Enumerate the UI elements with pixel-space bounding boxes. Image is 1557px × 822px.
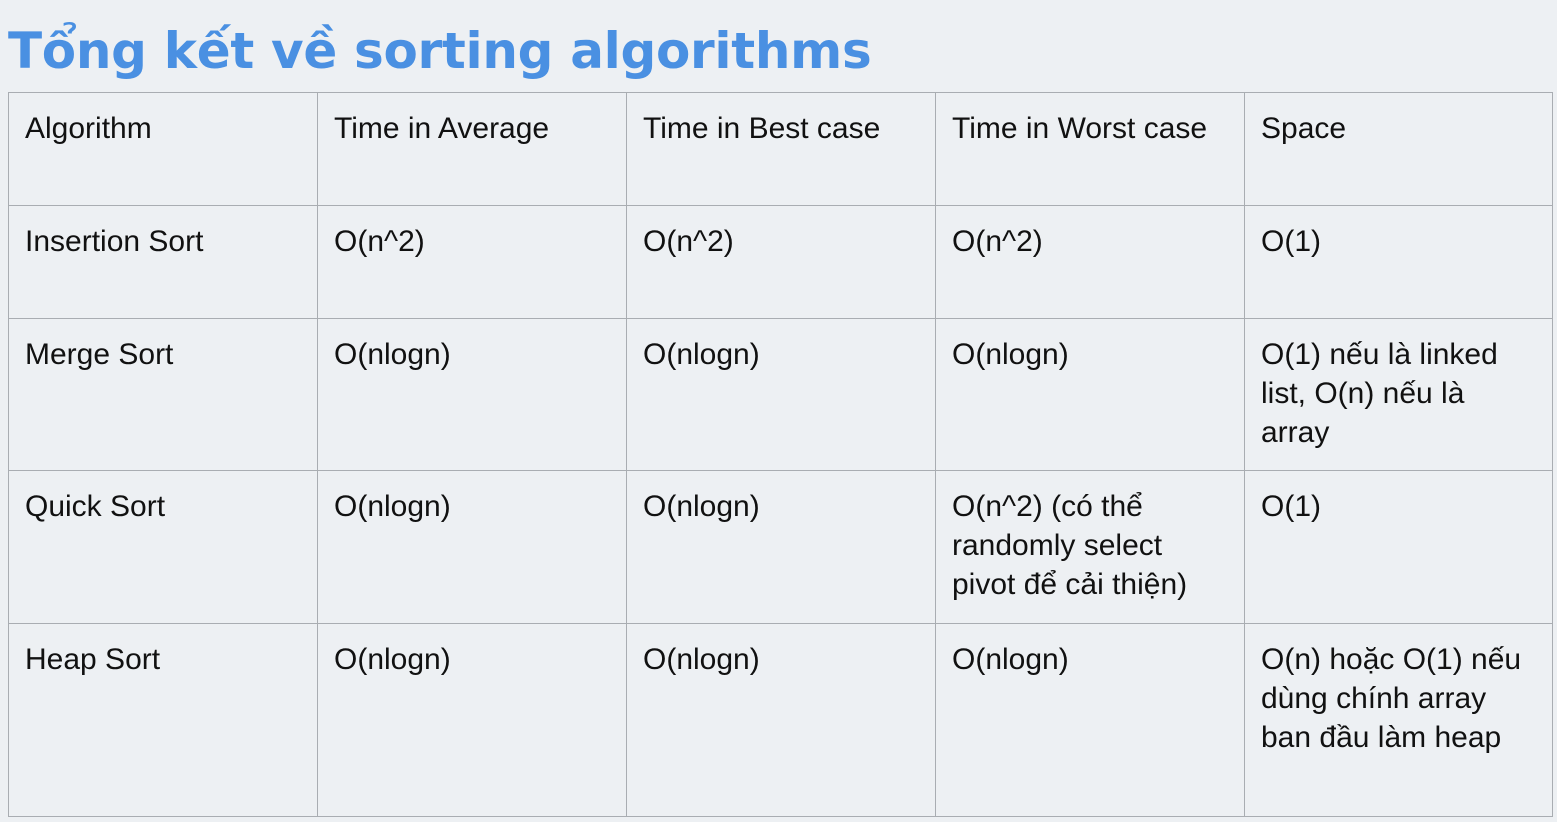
table-cell: O(nlogn): [626, 318, 936, 471]
table-cell: O(1): [1244, 470, 1553, 624]
table-cell: Heap Sort: [8, 623, 318, 817]
table-row: Quick Sort O(nlogn) O(nlogn) O(n^2) (có …: [8, 470, 1553, 624]
table-cell: O(1): [1244, 205, 1553, 319]
table-header-row: Algorithm Time in Average Time in Best c…: [8, 92, 1553, 206]
table-row: Merge Sort O(nlogn) O(nlogn) O(nlogn) O(…: [8, 318, 1553, 471]
table-cell: O(n^2): [935, 205, 1245, 319]
header-cell-algorithm: Algorithm: [8, 92, 318, 206]
table-cell: O(nlogn): [935, 623, 1245, 817]
slide-title: Tổng kết về sorting algorithms: [8, 22, 872, 80]
table-cell: O(nlogn): [935, 318, 1245, 471]
header-cell-space: Space: [1244, 92, 1553, 206]
table-cell: O(nlogn): [317, 623, 627, 817]
table-cell: O(n^2): [317, 205, 627, 319]
table-cell: O(n^2) (có thể randomly select pivot để …: [935, 470, 1245, 624]
table-cell: Merge Sort: [8, 318, 318, 471]
header-cell-time-average: Time in Average: [317, 92, 627, 206]
table-cell: O(nlogn): [626, 470, 936, 624]
header-cell-time-worst: Time in Worst case: [935, 92, 1245, 206]
table-cell: O(nlogn): [317, 318, 627, 471]
table-cell: O(1) nếu là linked list, O(n) nếu là arr…: [1244, 318, 1553, 471]
table-cell: Insertion Sort: [8, 205, 318, 319]
table-row: Heap Sort O(nlogn) O(nlogn) O(nlogn) O(n…: [8, 623, 1553, 817]
table-cell: Quick Sort: [8, 470, 318, 624]
table-cell: O(nlogn): [626, 623, 936, 817]
header-cell-time-best: Time in Best case: [626, 92, 936, 206]
table-cell: O(n^2): [626, 205, 936, 319]
table-cell: O(nlogn): [317, 470, 627, 624]
table-cell: O(n) hoặc O(1) nếu dùng chính array ban …: [1244, 623, 1553, 817]
table-row: Insertion Sort O(n^2) O(n^2) O(n^2) O(1): [8, 205, 1553, 319]
sorting-summary-table: Algorithm Time in Average Time in Best c…: [8, 92, 1553, 817]
